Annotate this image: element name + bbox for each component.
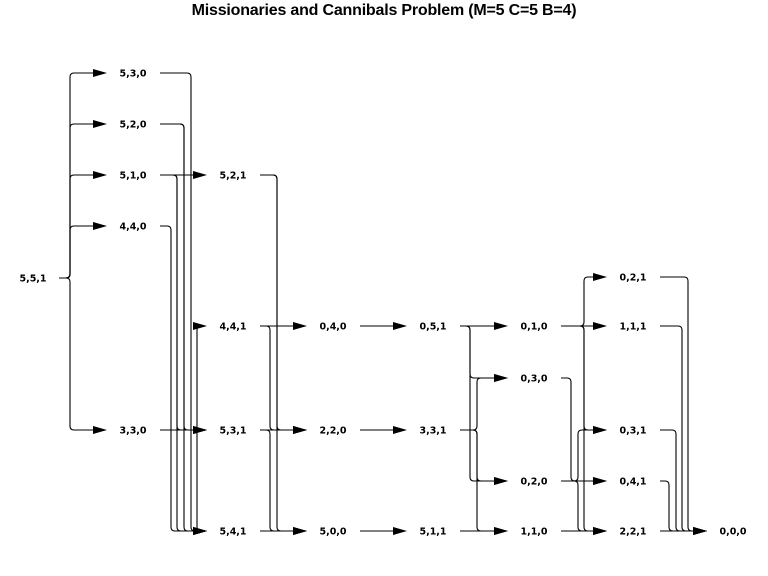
state-node: 0,4,1	[619, 477, 646, 488]
state-node: 5,0,0	[319, 527, 346, 538]
transition-edge	[59, 225, 95, 279]
state-node: 5,5,1	[19, 274, 46, 285]
state-node: 0,1,0	[520, 322, 547, 333]
state-node: 0,3,1	[619, 426, 646, 437]
arrowhead-icon	[293, 426, 307, 434]
transition-edge	[460, 325, 496, 482]
state-node: 0,2,0	[520, 477, 547, 488]
state-node: 3,3,0	[119, 426, 146, 437]
arrowhead-icon	[193, 322, 207, 330]
arrowhead-icon	[93, 120, 107, 128]
arrowhead-icon	[93, 426, 107, 434]
state-node: 5,1,1	[419, 527, 446, 538]
transition-edge	[460, 377, 496, 431]
state-node: 4,4,1	[219, 322, 246, 333]
transition-edge	[561, 276, 595, 327]
arrowhead-icon	[494, 477, 508, 485]
state-node: 5,3,0	[119, 69, 146, 80]
transition-edge	[160, 225, 195, 532]
state-node: 3,3,1	[419, 426, 446, 437]
transition-edge	[160, 325, 202, 431]
arrowhead-icon	[193, 171, 207, 179]
arrowhead-icon	[293, 322, 307, 330]
state-node: 1,1,1	[619, 322, 646, 333]
arrowhead-icon	[593, 322, 607, 330]
state-node: 0,3,0	[520, 374, 547, 385]
transition-edge	[59, 277, 95, 431]
arrowhead-icon	[593, 527, 607, 535]
arrowhead-icon	[393, 322, 407, 330]
transition-edge	[59, 123, 95, 279]
state-node: 4,4,0	[119, 222, 146, 233]
state-node: 0,5,1	[419, 322, 446, 333]
nodes-layer: 5,5,1 5,3,0 5,2,0 5,1,0 4,4,0 3,3,0 5,2,1 4,4,1…	[19, 69, 746, 538]
arrowhead-icon	[494, 322, 508, 330]
state-node: 2,2,1	[619, 527, 646, 538]
transition-edge	[460, 325, 496, 379]
transition-edge	[260, 174, 295, 532]
arrowhead-icon	[593, 477, 607, 485]
state-node: 5,2,1	[219, 171, 246, 182]
state-node: 0,2,1	[619, 273, 646, 284]
transition-edge	[660, 480, 695, 532]
arrowhead-icon	[693, 527, 707, 535]
state-node: 0,0,0	[719, 527, 746, 538]
diagram-title: Missionaries and Cannibals Problem (M=5 …	[191, 2, 577, 19]
transition-edge	[561, 480, 595, 532]
transition-edge	[160, 429, 202, 532]
arrowhead-icon	[93, 222, 107, 230]
arrowhead-icon	[494, 527, 508, 535]
arrowhead-icon	[393, 426, 407, 434]
arrowhead-icon	[593, 426, 607, 434]
arrowhead-icon	[93, 69, 107, 77]
transition-edge	[561, 429, 595, 482]
transition-edge	[660, 276, 695, 532]
state-node: 5,4,1	[219, 527, 246, 538]
state-node: 2,2,0	[319, 426, 346, 437]
arrowhead-icon	[593, 273, 607, 281]
state-node: 5,2,0	[119, 120, 146, 131]
transition-edge	[460, 429, 496, 482]
arrowhead-icon	[494, 374, 508, 382]
transition-edge	[660, 325, 695, 532]
arrowhead-icon	[393, 527, 407, 535]
arrowhead-icon	[193, 527, 207, 535]
state-node: 0,4,0	[319, 322, 346, 333]
arrowhead-icon	[293, 527, 307, 535]
edges-layer	[59, 69, 707, 535]
state-node: 5,3,1	[219, 426, 246, 437]
state-node: 1,1,0	[520, 527, 547, 538]
arrowhead-icon	[93, 171, 107, 179]
transition-edge	[160, 174, 195, 532]
state-node: 5,1,0	[119, 171, 146, 182]
